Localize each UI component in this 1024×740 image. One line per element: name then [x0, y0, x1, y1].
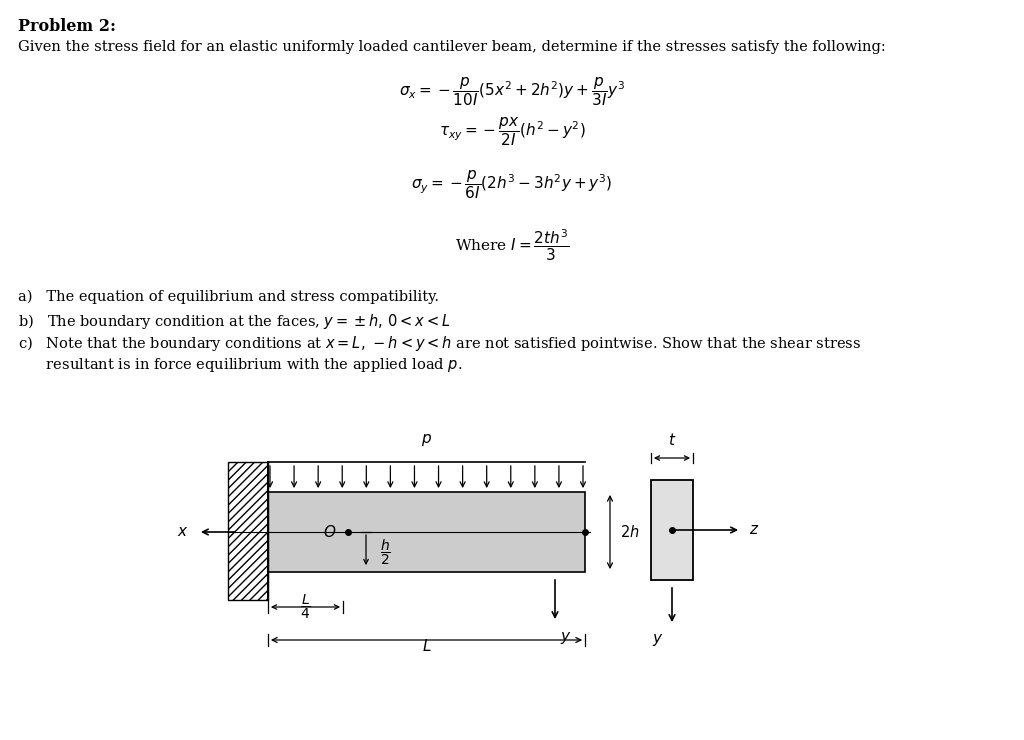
- Text: $y$: $y$: [560, 630, 571, 646]
- Text: b)   The boundary condition at the faces, $y = \pm h,\, 0 < x < L$: b) The boundary condition at the faces, …: [18, 312, 451, 331]
- Text: $y$: $y$: [652, 632, 664, 648]
- Text: $t$: $t$: [668, 432, 676, 448]
- Text: $\sigma_y = -\dfrac{p}{6I}(2h^3 - 3h^2y + y^3)$: $\sigma_y = -\dfrac{p}{6I}(2h^3 - 3h^2y …: [412, 168, 612, 201]
- Bar: [228, 462, 268, 600]
- Text: Problem 2:: Problem 2:: [18, 18, 116, 35]
- Bar: [651, 480, 693, 580]
- Text: $L$: $L$: [422, 638, 431, 654]
- Text: $\dfrac{h}{2}$: $\dfrac{h}{2}$: [380, 537, 391, 567]
- Text: $z$: $z$: [749, 523, 760, 537]
- Text: $x$: $x$: [177, 525, 188, 539]
- Text: a)   The equation of equilibrium and stress compatibility.: a) The equation of equilibrium and stres…: [18, 290, 439, 304]
- Text: Where $I = \dfrac{2th^3}{3}$: Where $I = \dfrac{2th^3}{3}$: [455, 228, 569, 263]
- Text: resultant is in force equilibrium with the applied load $p$.: resultant is in force equilibrium with t…: [18, 356, 463, 374]
- Text: c)   Note that the boundary conditions at $x = L,\,-h < y < h$ are not satisfied: c) Note that the boundary conditions at …: [18, 334, 861, 353]
- Text: Given the stress field for an elastic uniformly loaded cantilever beam, determin: Given the stress field for an elastic un…: [18, 40, 886, 54]
- Bar: [268, 492, 585, 572]
- Text: $O$: $O$: [324, 524, 337, 540]
- Text: $\sigma_x = -\dfrac{p}{10I}(5x^2 + 2h^2)y + \dfrac{p}{3I}y^3$: $\sigma_x = -\dfrac{p}{10I}(5x^2 + 2h^2)…: [399, 75, 625, 108]
- Text: $p$: $p$: [421, 432, 432, 448]
- Text: $2h$: $2h$: [620, 524, 640, 540]
- Text: $\tau_{xy} = -\dfrac{px}{2I}(h^2 - y^2)$: $\tau_{xy} = -\dfrac{px}{2I}(h^2 - y^2)$: [438, 115, 586, 148]
- Text: $\dfrac{L}{4}$: $\dfrac{L}{4}$: [300, 593, 311, 621]
